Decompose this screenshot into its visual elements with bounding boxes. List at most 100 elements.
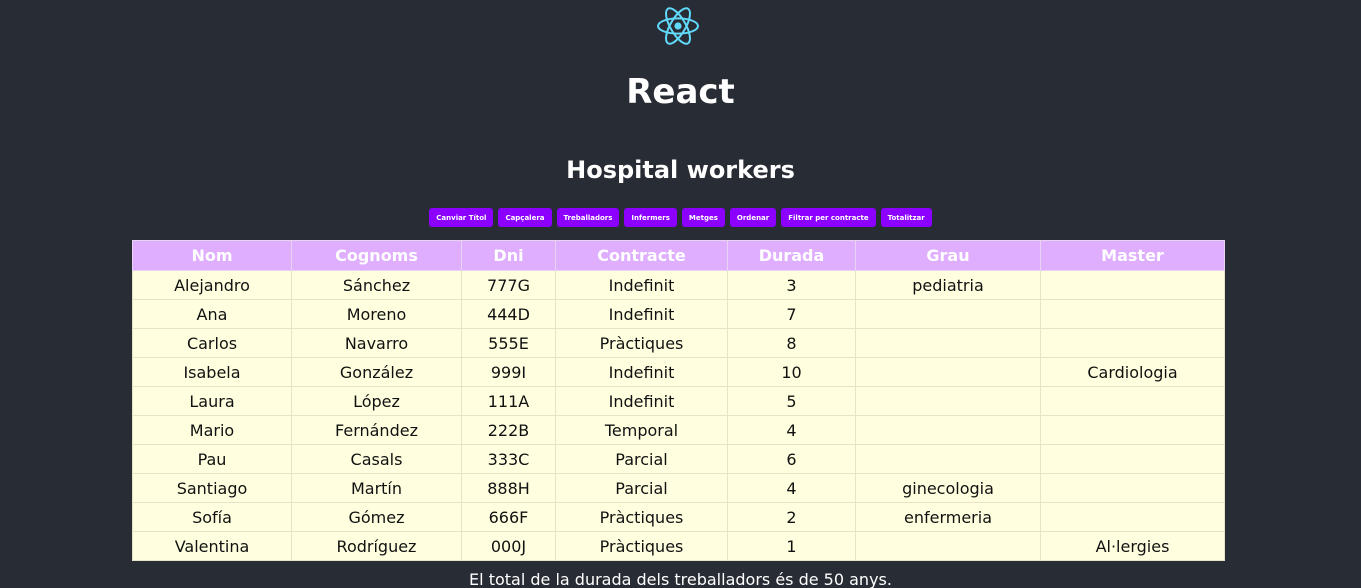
cell-dni: 999I: [461, 357, 556, 387]
cell-master: [1040, 328, 1225, 358]
table-row: Laura López 111A Indefinit 5: [132, 386, 1225, 416]
column-header-nom: Nom: [132, 240, 292, 271]
nurses-button[interactable]: Infermers: [624, 208, 677, 227]
cell-nom: Ana: [132, 299, 292, 329]
cell-durada: 3: [727, 270, 856, 300]
cell-master: Cardiologia: [1040, 357, 1225, 387]
cell-dni: 444D: [461, 299, 556, 329]
cell-dni: 333C: [461, 444, 556, 474]
react-atom-icon: [657, 7, 699, 45]
workers-button[interactable]: Treballadors: [556, 208, 620, 227]
cell-master: [1040, 415, 1225, 445]
total-duration-text: El total de la durada dels treballadors …: [469, 570, 892, 588]
change-title-button[interactable]: Canviar Títol: [429, 208, 494, 227]
cell-nom: Isabela: [132, 357, 292, 387]
cell-master: [1040, 299, 1225, 329]
cell-contracte: Pràctiques: [555, 328, 728, 358]
cell-durada: 4: [727, 473, 856, 503]
cell-dni: 888H: [461, 473, 556, 503]
cell-grau: [855, 299, 1041, 329]
cell-contracte: Parcial: [555, 444, 728, 474]
section-title: Hospital workers: [566, 156, 795, 184]
cell-master: Al·lergies: [1040, 531, 1225, 561]
column-header-master: Master: [1040, 240, 1225, 271]
cell-master: [1040, 473, 1225, 503]
cell-cognoms: Sánchez: [291, 270, 462, 300]
cell-dni: 111A: [461, 386, 556, 416]
column-header-contracte: Contracte: [555, 240, 728, 271]
cell-grau: pediatria: [855, 270, 1041, 300]
table-row: Ana Moreno 444D Indefinit 7: [132, 299, 1225, 329]
cell-cognoms: Martín: [291, 473, 462, 503]
cell-cognoms: Navarro: [291, 328, 462, 358]
table-row: Sofía Gómez 666F Pràctiques 2 enfermeria: [132, 502, 1225, 532]
cell-grau: [855, 531, 1041, 561]
cell-contracte: Indefinit: [555, 270, 728, 300]
cell-cognoms: Fernández: [291, 415, 462, 445]
cell-nom: Valentina: [132, 531, 292, 561]
cell-nom: Mario: [132, 415, 292, 445]
cell-durada: 2: [727, 502, 856, 532]
totalize-button[interactable]: Totalitzar: [880, 208, 932, 227]
column-header-grau: Grau: [855, 240, 1041, 271]
cell-contracte: Temporal: [555, 415, 728, 445]
cell-contracte: Pràctiques: [555, 531, 728, 561]
cell-nom: Santiago: [132, 473, 292, 503]
app-title: React: [626, 72, 735, 112]
cell-contracte: Indefinit: [555, 299, 728, 329]
table-row: Valentina Rodríguez 000J Pràctiques 1 Al·lerg…: [132, 531, 1225, 561]
table-row: Isabela González 999I Indefinit 10 Cardiologi…: [132, 357, 1225, 387]
cell-durada: 5: [727, 386, 856, 416]
cell-dni: 777G: [461, 270, 556, 300]
column-header-dni: Dni: [461, 240, 556, 271]
toolbar: Canviar Títol Capçalera Treballadors Inf…: [0, 208, 1361, 227]
column-header-cognoms: Cognoms: [291, 240, 462, 271]
cell-nom: Pau: [132, 444, 292, 474]
cell-contracte: Parcial: [555, 473, 728, 503]
cell-cognoms: López: [291, 386, 462, 416]
cell-contracte: Indefinit: [555, 386, 728, 416]
cell-nom: Carlos: [132, 328, 292, 358]
cell-durada: 4: [727, 415, 856, 445]
cell-grau: [855, 357, 1041, 387]
cell-grau: [855, 328, 1041, 358]
cell-master: [1040, 386, 1225, 416]
cell-cognoms: Gómez: [291, 502, 462, 532]
table-header-row: Nom Cognoms Dni Contracte Durada Grau Ma…: [132, 240, 1225, 271]
table-body: Alejandro Sánchez 777G Indefinit 3 pediatria A…: [132, 270, 1225, 561]
doctors-button[interactable]: Metges: [681, 208, 725, 227]
table-row: Carlos Navarro 555E Pràctiques 8: [132, 328, 1225, 358]
cell-grau: [855, 415, 1041, 445]
cell-durada: 6: [727, 444, 856, 474]
workers-table: Nom Cognoms Dni Contracte Durada Grau Ma…: [132, 240, 1225, 561]
cell-master: [1040, 270, 1225, 300]
cell-nom: Sofía: [132, 502, 292, 532]
cell-cognoms: González: [291, 357, 462, 387]
cell-dni: 555E: [461, 328, 556, 358]
cell-cognoms: Rodríguez: [291, 531, 462, 561]
table-row: Pau Casals 333C Parcial 6: [132, 444, 1225, 474]
header-button[interactable]: Capçalera: [498, 208, 552, 227]
cell-cognoms: Casals: [291, 444, 462, 474]
cell-dni: 666F: [461, 502, 556, 532]
cell-dni: 000J: [461, 531, 556, 561]
cell-dni: 222B: [461, 415, 556, 445]
column-header-durada: Durada: [727, 240, 856, 271]
cell-master: [1040, 502, 1225, 532]
table-row: Mario Fernández 222B Temporal 4: [132, 415, 1225, 445]
cell-nom: Laura: [132, 386, 292, 416]
table-row: Alejandro Sánchez 777G Indefinit 3 pediatria: [132, 270, 1225, 300]
cell-durada: 7: [727, 299, 856, 329]
table-row: Santiago Martín 888H Parcial 4 ginecologia: [132, 473, 1225, 503]
filter-by-contract-button[interactable]: Filtrar per contracte: [781, 208, 876, 227]
sort-button[interactable]: Ordenar: [729, 208, 777, 227]
cell-grau: [855, 444, 1041, 474]
cell-contracte: Pràctiques: [555, 502, 728, 532]
cell-grau: ginecologia: [855, 473, 1041, 503]
cell-durada: 8: [727, 328, 856, 358]
cell-master: [1040, 444, 1225, 474]
cell-durada: 10: [727, 357, 856, 387]
cell-nom: Alejandro: [132, 270, 292, 300]
cell-grau: enfermeria: [855, 502, 1041, 532]
